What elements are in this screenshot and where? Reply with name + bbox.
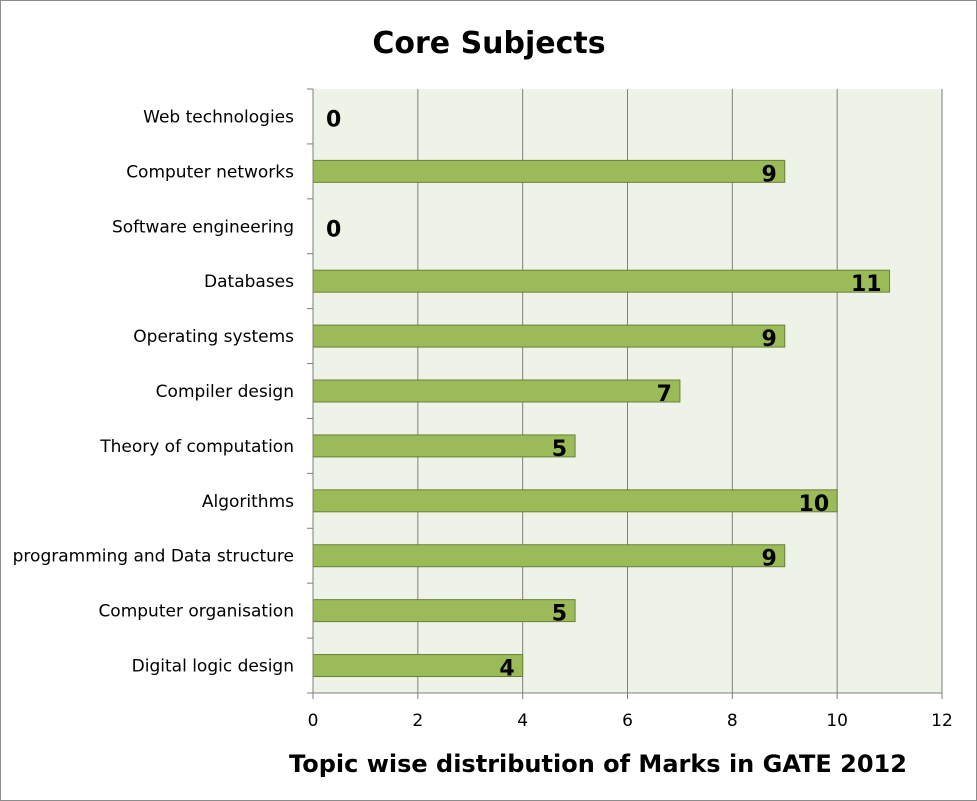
x-tick-label: 8 — [727, 711, 738, 731]
category-label: Operating systems — [133, 327, 294, 347]
data-label: 9 — [761, 327, 776, 352]
category-label: Computer organisation — [98, 602, 294, 622]
data-label: 7 — [657, 382, 672, 407]
chart-title: Core Subjects — [372, 26, 605, 61]
bar — [312, 654, 524, 678]
category-label: Web technologies — [143, 107, 294, 127]
data-label: 5 — [552, 602, 567, 627]
x-tick-label: 4 — [517, 711, 528, 731]
category-label: Digital logic design — [132, 657, 294, 677]
bar — [312, 379, 681, 403]
bar — [312, 489, 838, 513]
x-axis-title: Topic wise distribution of Marks in GATE… — [289, 750, 907, 778]
bar — [312, 599, 576, 623]
bar — [312, 544, 786, 568]
data-label: 9 — [761, 547, 776, 572]
axes: 0 2 4 6 8 10 12 Digital logic design Computer or… — [13, 88, 953, 731]
category-label: Databases — [204, 272, 294, 292]
category-label: Algorithms — [202, 492, 294, 512]
category-label: Theory of computation — [99, 437, 294, 457]
bar — [312, 159, 786, 183]
x-tick-label: 10 — [826, 711, 848, 731]
category-label: Software engineering — [112, 217, 294, 237]
category-label: programming and Data structure — [13, 547, 294, 567]
bar — [312, 324, 786, 348]
data-label: 10 — [799, 492, 830, 517]
data-label: 9 — [761, 162, 776, 187]
x-tick-label: 6 — [622, 711, 633, 731]
category-label: Computer networks — [126, 162, 294, 182]
bar — [312, 269, 891, 293]
bar — [312, 434, 576, 458]
x-tick-label: 2 — [412, 711, 423, 731]
x-tick-label: 0 — [308, 711, 319, 731]
data-label: 5 — [552, 437, 567, 462]
data-labels: 4 5 9 10 5 7 9 11 0 9 0 — [326, 107, 882, 681]
data-label: 11 — [851, 272, 882, 297]
category-label: Compiler design — [156, 382, 294, 402]
data-label: 4 — [499, 657, 514, 682]
data-label: 0 — [326, 107, 341, 132]
data-label: 0 — [326, 217, 341, 242]
x-tick-label: 12 — [931, 711, 953, 731]
